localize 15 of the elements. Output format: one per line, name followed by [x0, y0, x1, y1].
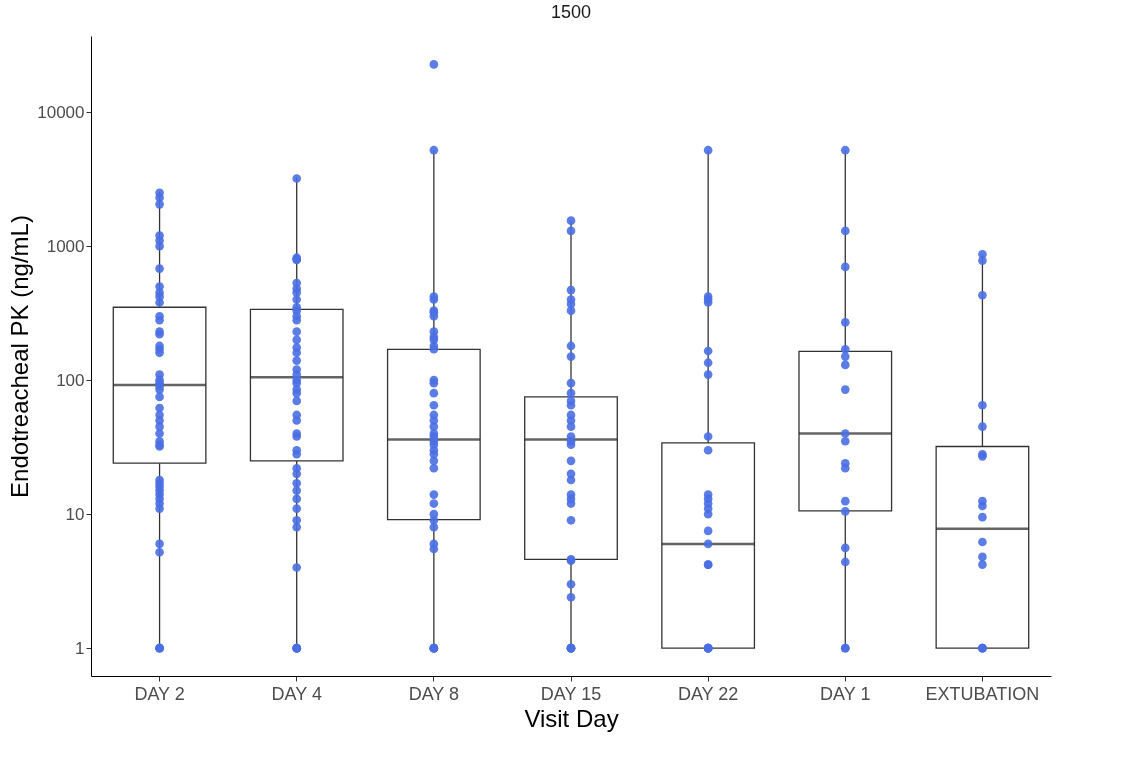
x-tick-label: DAY 4	[271, 683, 322, 704]
y-tick-label: 10	[65, 504, 85, 524]
x-axis-title: Visit Day	[524, 704, 619, 732]
x-tick-label: DAY 22	[677, 683, 739, 704]
y-tick-label: 100	[56, 370, 85, 390]
x-tick-label: DAY 15	[540, 683, 602, 704]
x-tick-label: DAY 8	[408, 683, 460, 704]
x-tick-label: EXTUBATION	[925, 683, 1040, 704]
y-tick-label: 1	[75, 638, 85, 658]
y-tick-label: 1000	[46, 236, 85, 256]
y-tick-label: 10000	[37, 102, 85, 122]
x-tick-label: DAY 1	[820, 683, 871, 704]
chart-title: 1500	[550, 2, 592, 22]
x-tick-label: DAY 2	[134, 683, 185, 704]
y-axis-title: Endotreacheal PK (ng/mL)	[6, 215, 34, 498]
